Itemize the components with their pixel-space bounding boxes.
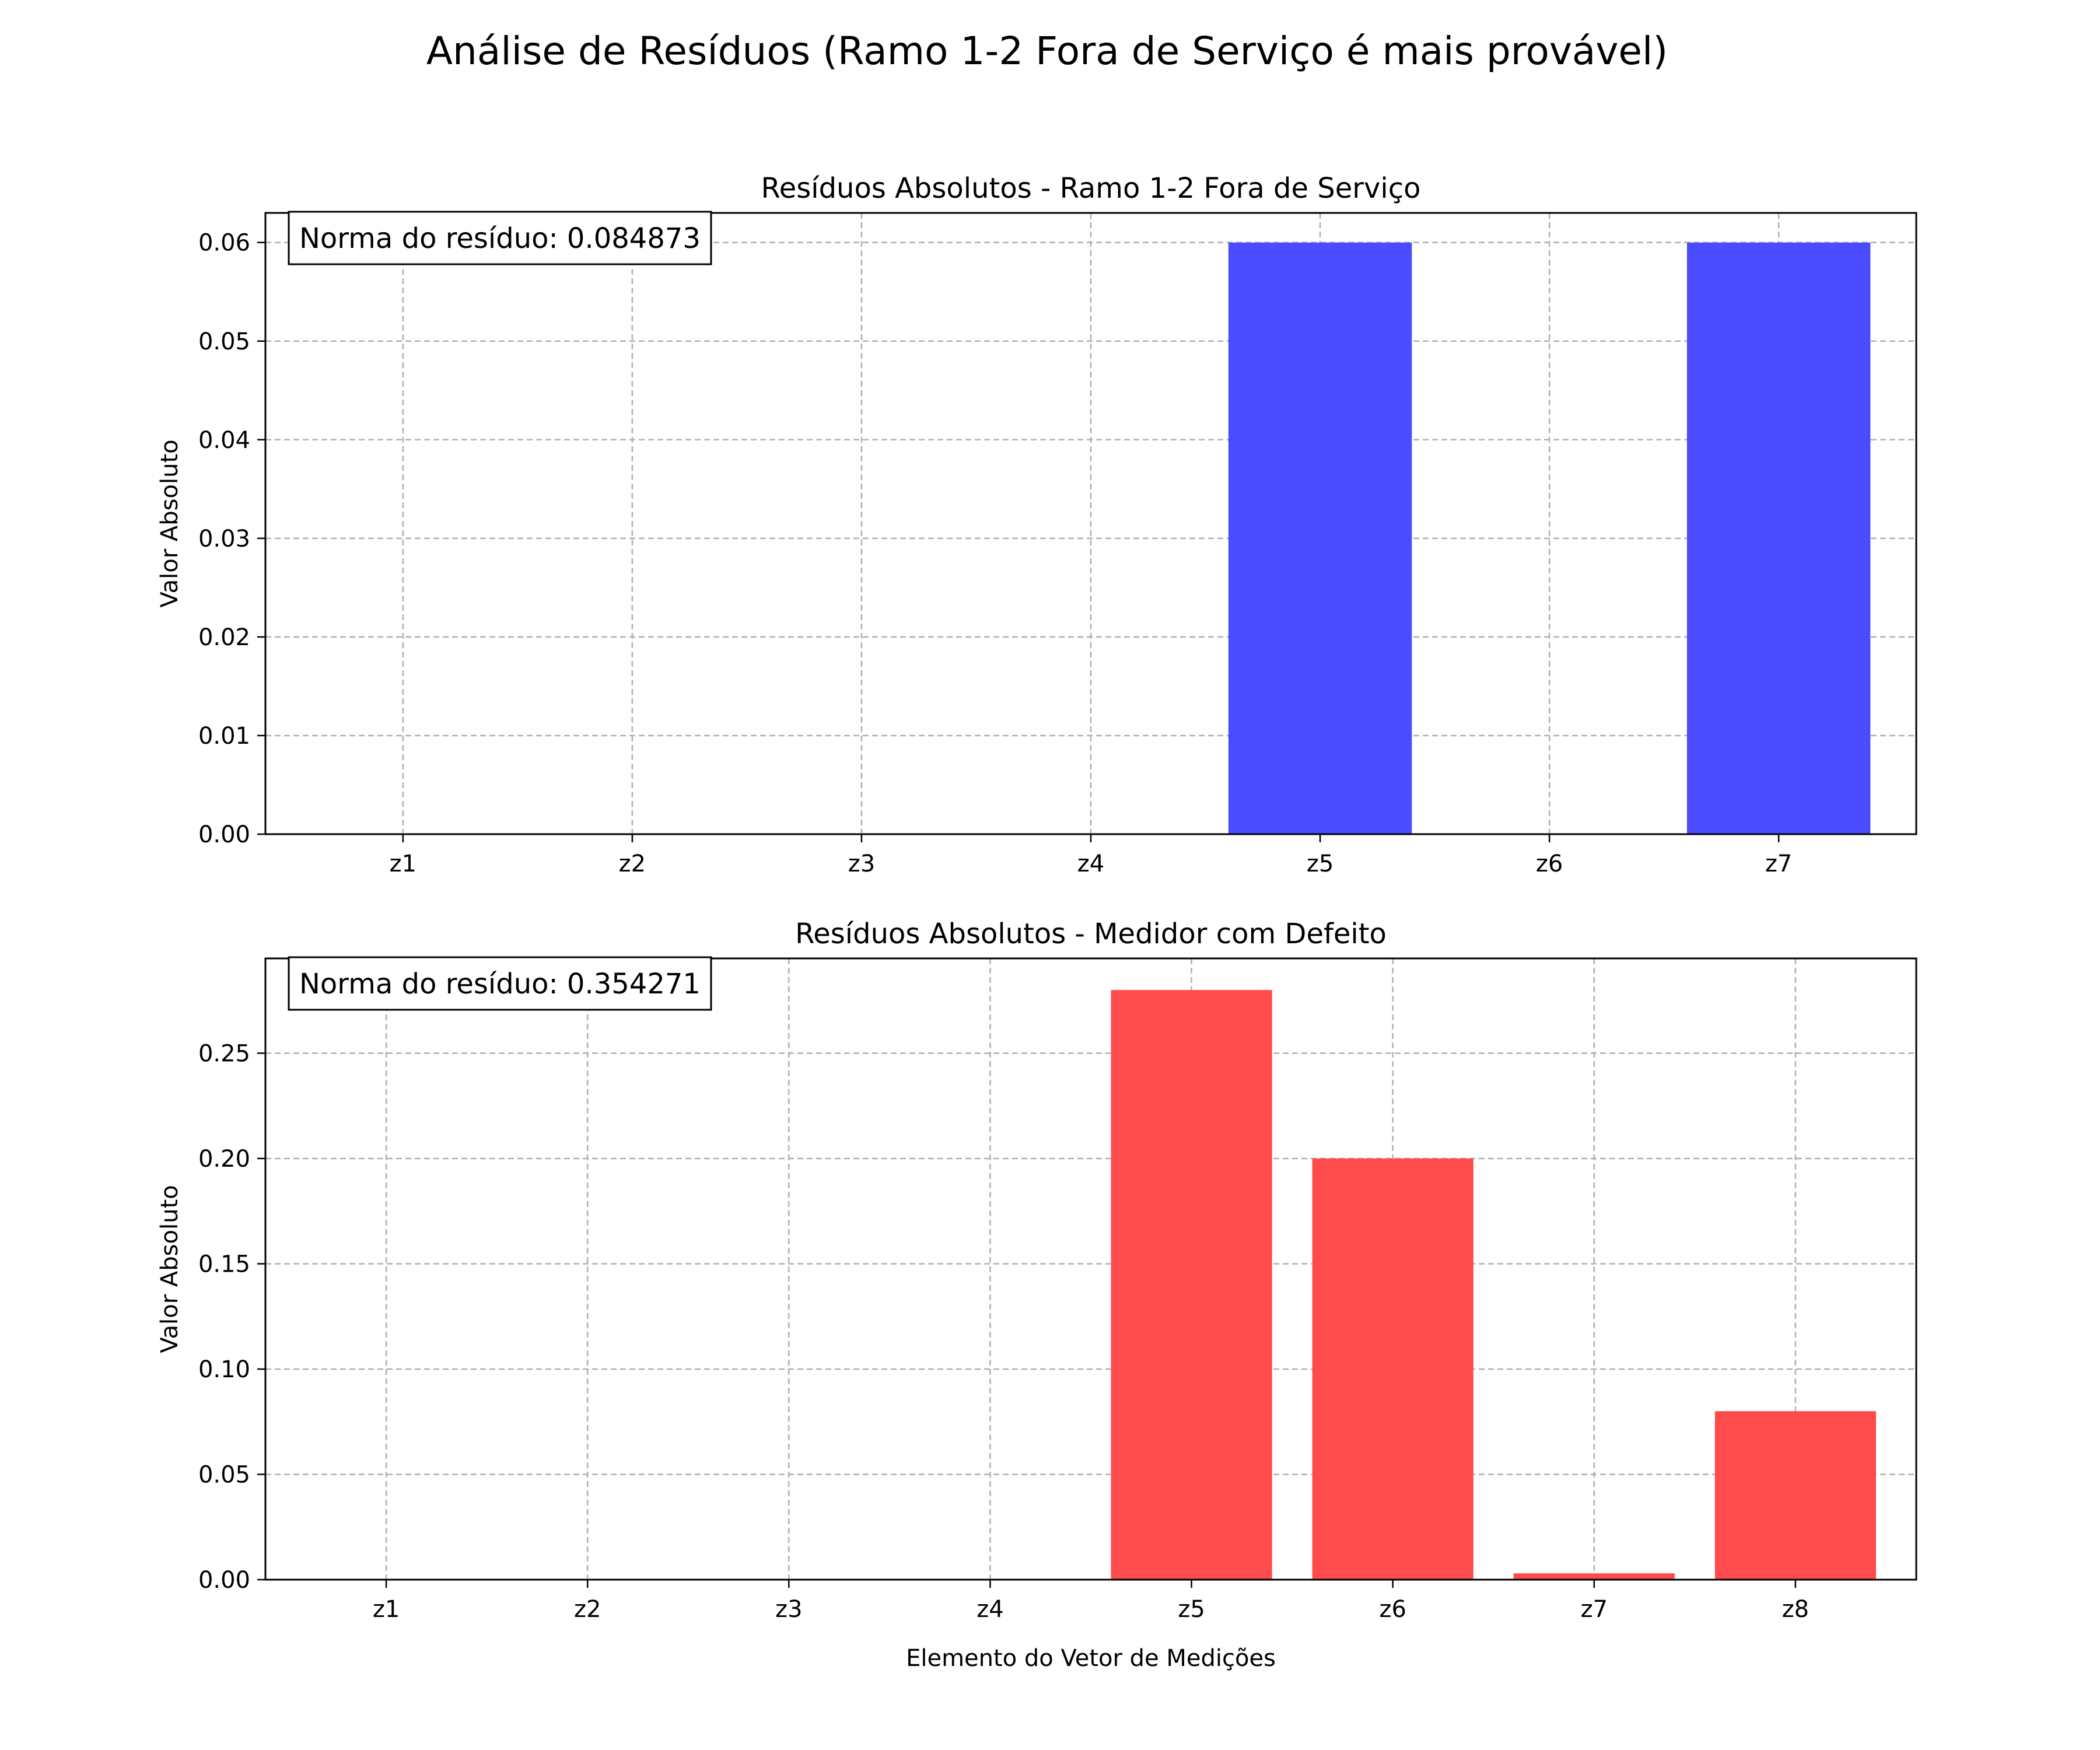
x-axis-label: Elemento do Vetor de Medições bbox=[906, 1645, 1276, 1672]
chart-title: Resíduos Absolutos - Ramo 1-2 Fora de Se… bbox=[761, 172, 1421, 205]
residual-norm-annotation: Norma do resíduo: 0.354271 bbox=[299, 968, 701, 1000]
y-tick-label: 0.05 bbox=[198, 1461, 250, 1488]
y-tick-label: 0.02 bbox=[198, 624, 250, 651]
bar-z7 bbox=[1513, 1573, 1675, 1580]
x-tick-label-z7: z7 bbox=[1581, 1596, 1608, 1623]
x-tick-label-z5: z5 bbox=[1178, 1596, 1205, 1623]
x-tick-label-z8: z8 bbox=[1782, 1596, 1809, 1623]
bar-z8 bbox=[1714, 1411, 1876, 1580]
y-tick-label: 0.01 bbox=[198, 723, 250, 750]
bar-z6 bbox=[1312, 1158, 1474, 1580]
x-tick-label-z2: z2 bbox=[619, 850, 646, 877]
residual-norm-annotation: Norma do resíduo: 0.084873 bbox=[299, 222, 701, 255]
bar-z5 bbox=[1228, 242, 1412, 834]
plot-frame bbox=[264, 957, 1917, 1581]
x-tick-label-z2: z2 bbox=[574, 1596, 601, 1623]
y-tick-label: 0.05 bbox=[198, 328, 250, 355]
y-tick-label: 0.20 bbox=[198, 1146, 250, 1172]
chart-panel-1: 0.00 0.01 0.02 0.03 0.04 0.05 0.06 z1 z2 z3 z4 z5 z6… bbox=[156, 172, 1917, 877]
bar-z5 bbox=[1111, 990, 1272, 1580]
y-tick-label: 0.04 bbox=[198, 427, 250, 454]
x-tick-label-z4: z4 bbox=[977, 1596, 1003, 1623]
chart-panel-2: 0.00 0.05 0.10 0.15 0.20 0.25 z1 z2 z3 z4 z5 z6 z7 z8… bbox=[156, 918, 1917, 1672]
figure-title: Análise de Resíduos (Ramo 1-2 Fora de Se… bbox=[426, 29, 1668, 74]
bar-z7 bbox=[1686, 242, 1871, 834]
x-tick-label-z3: z3 bbox=[775, 1596, 802, 1623]
x-tick-label-z7: z7 bbox=[1765, 850, 1792, 877]
x-tick-label-z6: z6 bbox=[1379, 1596, 1406, 1623]
x-tick-label-z5: z5 bbox=[1307, 850, 1334, 877]
y-tick-label: 0.00 bbox=[198, 821, 250, 848]
y-tick-label: 0.10 bbox=[198, 1356, 250, 1383]
y-tick-label: 0.25 bbox=[198, 1040, 250, 1067]
y-tick-label: 0.06 bbox=[198, 230, 250, 257]
annotation-box bbox=[288, 211, 712, 265]
x-tick-label-z4: z4 bbox=[1077, 850, 1104, 877]
x-tick-label-z1: z1 bbox=[373, 1596, 400, 1623]
y-tick-label: 0.00 bbox=[198, 1567, 250, 1594]
y-tick-label: 0.15 bbox=[198, 1251, 250, 1278]
y-axis-label: Valor Absoluto bbox=[156, 1185, 183, 1353]
x-tick-label-z6: z6 bbox=[1536, 850, 1563, 877]
chart-title: Resíduos Absolutos - Medidor com Defeito bbox=[795, 918, 1387, 950]
x-tick-label-z1: z1 bbox=[390, 850, 416, 877]
y-tick-label: 0.03 bbox=[198, 526, 250, 552]
y-axis-label: Valor Absoluto bbox=[156, 439, 183, 607]
x-tick-label-z3: z3 bbox=[848, 850, 875, 877]
annotation-box bbox=[288, 956, 712, 1011]
